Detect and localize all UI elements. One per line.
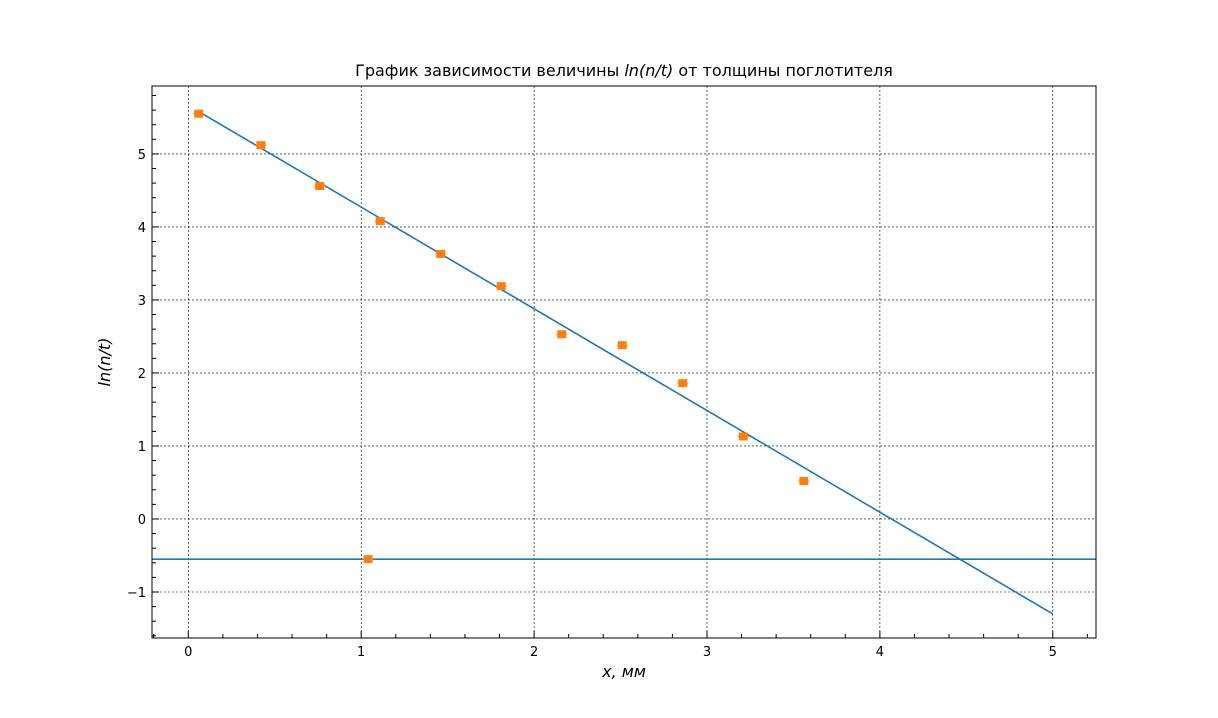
x-tick-label: 3	[703, 645, 711, 660]
chart-title-prefix: График зависимости величины	[355, 61, 624, 80]
chart-title: График зависимости величины ln(n/t) от т…	[355, 61, 893, 80]
x-tick-label: 2	[530, 645, 538, 660]
plot-frame	[151, 85, 1097, 639]
x-tick-label: 4	[876, 645, 884, 660]
y-tick-label: 3	[138, 294, 146, 309]
y-tick-label: 0	[138, 513, 146, 528]
fit-line	[198, 110, 1054, 615]
y-tick-label: 1	[138, 440, 146, 455]
axis-ticks	[152, 94, 1088, 638]
y-tick-label: 5	[138, 148, 146, 163]
x-axis-label: x, мм	[601, 662, 646, 681]
y-axis-label: ln(n/t)	[95, 338, 114, 387]
y-tick-label: 4	[138, 221, 146, 236]
y-tick-label: 2	[138, 367, 146, 382]
grid	[152, 86, 1096, 638]
x-tick-label: 5	[1049, 645, 1057, 660]
series	[152, 109, 1096, 615]
y-tick-label: −1	[127, 586, 146, 601]
x-tick-label: 1	[357, 645, 365, 660]
tick-labels: 0 1 2 3 4 5 −1 0 1 2 3 4 5	[127, 148, 1057, 660]
chart-title-suffix: от толщины поглотителя	[673, 61, 893, 80]
x-tick-label: 0	[184, 645, 192, 660]
chart-title-math: ln(n/t)	[624, 61, 673, 80]
